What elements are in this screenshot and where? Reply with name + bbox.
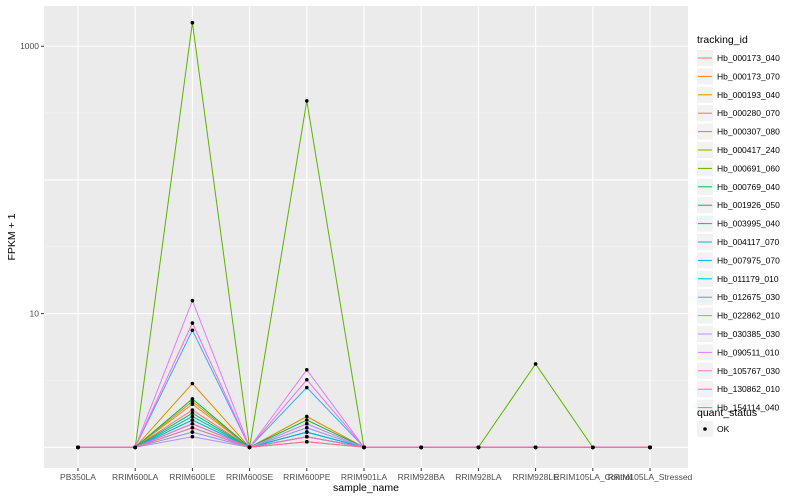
legend-label: Hb_154114_040 [717, 403, 780, 413]
data-point [305, 439, 309, 444]
data-point [305, 377, 309, 382]
legend-key-point [703, 427, 707, 431]
data-point [190, 411, 195, 415]
legend-label: Hb_001926_050 [717, 200, 780, 210]
x-tick-label: RRIM928LE [512, 472, 559, 482]
legend-label: Hb_030385_030 [717, 329, 780, 339]
legend-label: Hb_130862_010 [717, 384, 780, 394]
data-point [305, 99, 309, 103]
x-tick-label: RRIM928LA [455, 472, 502, 482]
y-axis-title: FPKM + 1 [6, 213, 18, 260]
data-point [190, 418, 195, 422]
data-point [305, 430, 309, 434]
data-point [648, 445, 652, 450]
legend-label: Hb_012675_030 [717, 292, 780, 302]
plot-panel [44, 6, 688, 468]
data-point [190, 434, 195, 439]
data-point [247, 445, 252, 450]
data-point [305, 367, 309, 372]
y-tick-label: 1000 [20, 41, 39, 51]
data-point [305, 418, 309, 422]
legend-label: Hb_000307_080 [717, 127, 780, 137]
x-tick-label: RRIM600PE [283, 472, 331, 482]
data-point [533, 362, 538, 366]
data-point [190, 321, 195, 325]
legend-label: Hb_000280_070 [717, 108, 780, 118]
legend-label: Hb_000173_070 [717, 71, 780, 81]
data-point [190, 430, 195, 434]
data-point [190, 421, 195, 426]
data-point [419, 445, 424, 450]
axis-ticks [41, 45, 651, 471]
data-points [76, 20, 652, 450]
legend-label: Hb_000417_240 [717, 145, 780, 155]
data-point [305, 421, 309, 426]
x-tick-label: RRIM600SE [226, 472, 274, 482]
data-point [190, 414, 195, 419]
data-point [476, 445, 481, 450]
data-point [305, 414, 309, 419]
data-point [190, 328, 195, 333]
x-axis-tick-labels: PB350LA RRIM600LA RRIM600LE RRIM600SE RRIM60… [60, 472, 693, 482]
data-point [533, 445, 538, 450]
legend-label: Hb_000173_040 [717, 53, 780, 63]
legend-label: Hb_000691_060 [717, 163, 780, 173]
minor-gridlines [44, 112, 688, 381]
quant-status-legend: quant_status OK [697, 407, 757, 437]
data-point [305, 385, 309, 390]
data-point [190, 402, 195, 407]
legend-label: Hb_007975_070 [717, 255, 780, 265]
x-tick-label: RRIM105LA_Control [554, 472, 633, 482]
legend-label: Hb_004117_070 [717, 237, 780, 247]
x-axis-title: sample_name [333, 482, 399, 494]
x-tick-label: RRIM928BA [398, 472, 446, 482]
data-point [190, 408, 195, 412]
data-point [190, 425, 195, 430]
legend-label: Hb_090511_010 [717, 347, 780, 357]
y-tick-label: 10 [30, 309, 40, 319]
color-legend: tracking_id Hb_000173_040Hb_000173_070Hb… [697, 34, 780, 416]
x-tick-label: RRIM901LA [341, 472, 388, 482]
data-point [76, 445, 80, 450]
y-axis-tick-labels: 10 1000 [20, 41, 39, 318]
data-point [305, 425, 309, 430]
legend-label: Hb_000193_040 [717, 90, 780, 100]
x-tick-label: PB350LA [60, 472, 96, 482]
data-point [190, 381, 195, 386]
legend-label: Hb_003995_040 [717, 219, 780, 229]
legend-label: Hb_022862_010 [717, 311, 780, 321]
data-point [190, 399, 195, 404]
legend-label: Hb_105767_030 [717, 366, 780, 376]
legend-label: OK [717, 424, 730, 434]
data-point [190, 298, 195, 303]
data-point [133, 445, 137, 450]
data-point [362, 445, 366, 450]
legend-title: tracking_id [697, 34, 748, 46]
data-point [190, 20, 195, 25]
x-tick-label: RRIM105LA_Stressed [608, 472, 693, 482]
major-gridlines [44, 6, 688, 468]
legend-title-quant-status: quant_status [697, 407, 757, 419]
x-tick-label: RRIM600LE [169, 472, 216, 482]
data-point [591, 445, 595, 450]
quant-status-legend-items: OK [697, 421, 730, 437]
legend-label: Hb_011179_010 [717, 274, 779, 284]
data-point [190, 397, 195, 401]
legend-label: Hb_000769_040 [717, 182, 780, 192]
legend-items: Hb_000173_040 Hb_000173_070 Hb_000193_040 H… [697, 50, 780, 416]
data-point [305, 434, 309, 439]
x-tick-label: RRIM600LA [112, 472, 159, 482]
